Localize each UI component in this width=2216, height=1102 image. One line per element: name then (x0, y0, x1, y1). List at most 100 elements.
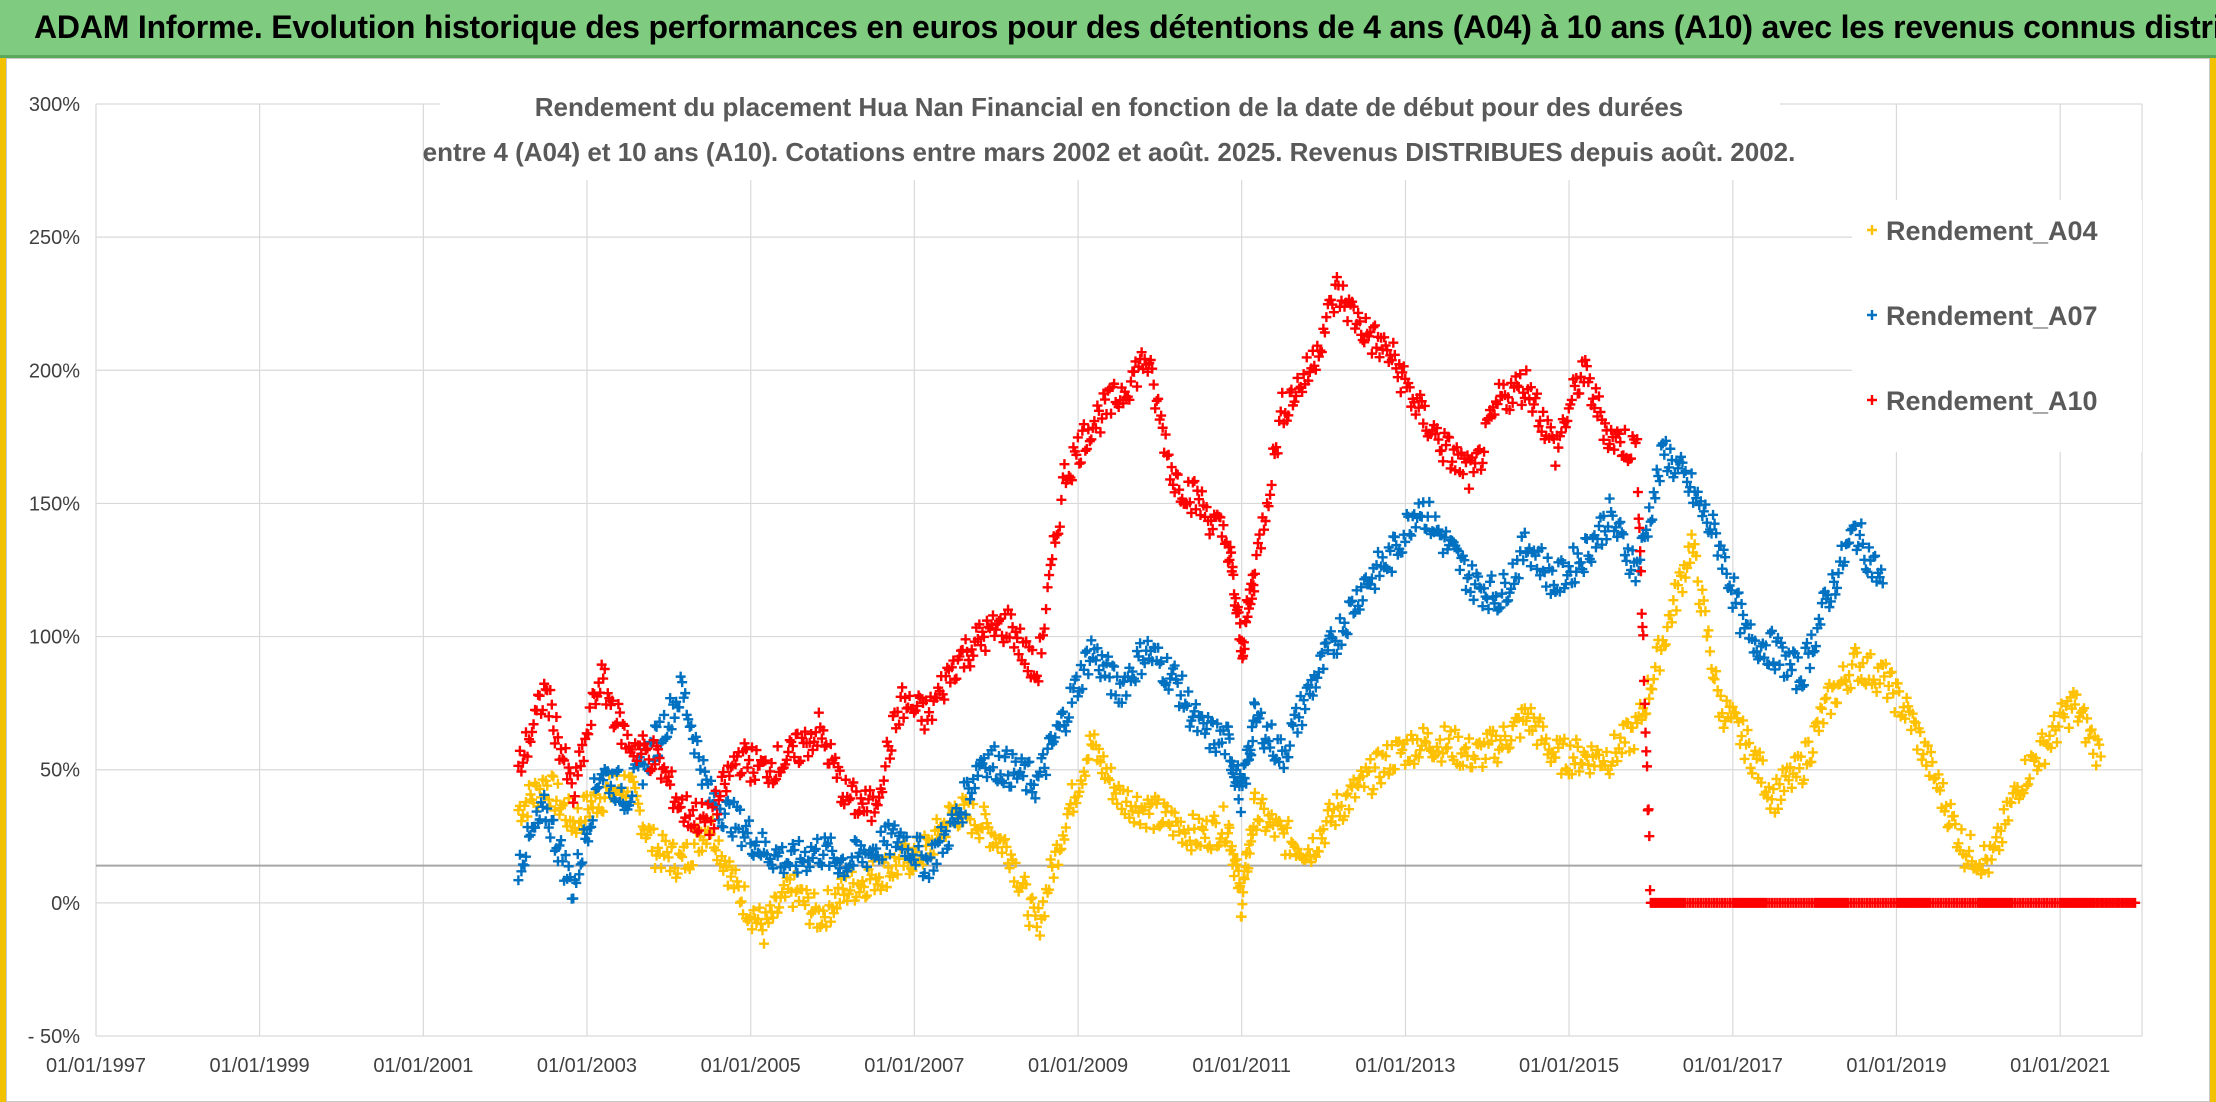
marker-rendement-a04 (1093, 743, 1104, 754)
marker-rendement-a10 (957, 644, 968, 655)
marker-rendement-a04 (1198, 824, 1209, 835)
marker-rendement-a04 (1027, 892, 1038, 903)
marker-rendement-a10 (975, 640, 986, 651)
marker-rendement-a07 (1386, 566, 1397, 577)
marker-rendement-a07 (1509, 578, 1520, 589)
marker-rendement-a07 (1777, 642, 1788, 653)
marker-rendement-a07 (1397, 547, 1408, 558)
marker-rendement-a07 (1686, 468, 1697, 479)
marker-rendement-a10 (666, 766, 677, 777)
marker-rendement-a04 (1112, 798, 1123, 809)
marker-rendement-a07 (1536, 543, 1547, 554)
marker-rendement-a10 (1492, 399, 1503, 410)
marker-rendement-a10 (966, 644, 977, 655)
marker-rendement-a10 (780, 759, 791, 770)
marker-rendement-a10 (671, 792, 682, 803)
marker-rendement-a10 (1641, 746, 1652, 757)
marker-rendement-a04 (1983, 867, 1994, 878)
marker-rendement-a07 (514, 849, 525, 860)
marker-rendement-a10 (648, 735, 659, 746)
marker-rendement-a10 (760, 755, 771, 766)
marker-rendement-a07 (1788, 646, 1799, 657)
marker-rendement-a04 (1648, 674, 1659, 685)
marker-rendement-a07 (1307, 690, 1318, 701)
marker-rendement-a04 (1284, 849, 1295, 860)
marker-rendement-a10 (1151, 395, 1162, 406)
marker-rendement-a07 (1142, 635, 1153, 646)
marker-rendement-a07 (1525, 561, 1536, 572)
marker-rendement-a04 (1874, 678, 1885, 689)
marker-rendement-a07 (1653, 471, 1664, 482)
marker-rendement-a04 (1330, 820, 1341, 831)
marker-rendement-a04 (1074, 786, 1085, 797)
marker-rendement-a07 (729, 796, 740, 807)
marker-rendement-a04 (983, 822, 994, 833)
marker-rendement-a10 (1233, 607, 1244, 618)
marker-rendement-a04 (1218, 801, 1229, 812)
marker-rendement-a04 (1560, 763, 1571, 774)
marker-rendement-a04 (1342, 788, 1353, 799)
marker-rendement-a07 (1825, 596, 1836, 607)
marker-rendement-a04 (724, 856, 735, 867)
marker-rendement-a07 (891, 841, 902, 852)
marker-rendement-a07 (1255, 707, 1266, 718)
marker-rendement-a07 (537, 801, 548, 812)
marker-rendement-a04 (1259, 803, 1270, 814)
marker-rendement-a07 (1294, 712, 1305, 723)
marker-rendement-a04 (534, 784, 545, 794)
marker-rendement-a04 (1467, 762, 1478, 773)
marker-rendement-a04 (689, 838, 700, 849)
marker-rendement-a04 (1336, 800, 1347, 811)
marker-rendement-a04 (1816, 703, 1827, 714)
marker-rendement-a07 (1265, 742, 1276, 753)
marker-rendement-a10 (1513, 381, 1524, 392)
marker-rendement-a04 (757, 925, 768, 936)
marker-rendement-a10 (527, 726, 538, 737)
marker-rendement-a10 (575, 761, 586, 772)
marker-rendement-a07 (1083, 669, 1094, 680)
marker-rendement-a10 (1124, 394, 1135, 405)
marker-rendement-a07 (1568, 542, 1579, 553)
marker-rendement-a04 (1122, 786, 1133, 797)
marker-rendement-a10 (1525, 382, 1536, 393)
marker-rendement-a04 (1701, 631, 1712, 642)
marker-rendement-a10 (1286, 384, 1297, 395)
marker-rendement-a07 (1548, 579, 1559, 590)
marker-rendement-a04 (1195, 840, 1206, 851)
marker-rendement-a04 (1059, 834, 1070, 845)
marker-rendement-a10 (1153, 393, 1164, 404)
marker-rendement-a04 (1175, 816, 1186, 827)
marker-rendement-a10 (862, 806, 873, 817)
marker-rendement-a07 (1839, 556, 1850, 567)
marker-rendement-a04 (1965, 829, 1976, 840)
marker-rendement-a07 (1262, 721, 1273, 732)
marker-rendement-a10 (1165, 474, 1176, 485)
marker-rendement-a04 (1442, 742, 1453, 753)
marker-rendement-a10 (569, 791, 580, 802)
marker-rendement-a04 (1686, 529, 1697, 540)
marker-rendement-a07 (1776, 637, 1787, 648)
marker-rendement-a10 (1265, 489, 1276, 500)
marker-rendement-a04 (1193, 813, 1204, 824)
marker-rendement-a10 (742, 762, 753, 773)
marker-rendement-a07 (1200, 728, 1211, 739)
marker-rendement-a07 (1630, 576, 1641, 587)
marker-rendement-a07 (735, 804, 746, 815)
marker-rendement-a07 (1850, 520, 1861, 531)
marker-rendement-a04 (1251, 824, 1262, 835)
marker-rendement-a04 (1654, 665, 1665, 676)
marker-rendement-a07 (969, 783, 980, 794)
marker-rendement-a04 (668, 838, 679, 849)
marker-rendement-a07 (1183, 686, 1194, 697)
marker-rendement-a10 (834, 765, 845, 776)
marker-rendement-a10 (1382, 345, 1393, 356)
marker-rendement-a10 (1263, 501, 1274, 512)
marker-rendement-a04 (1601, 746, 1612, 757)
marker-rendement-a10 (1315, 345, 1326, 356)
marker-rendement-a10 (825, 739, 836, 750)
marker-rendement-a04 (1409, 758, 1420, 769)
marker-rendement-a07 (1857, 538, 1868, 549)
marker-rendement-a04 (1278, 828, 1289, 839)
marker-rendement-a04 (1660, 639, 1671, 650)
marker-rendement-a07 (1648, 487, 1659, 498)
